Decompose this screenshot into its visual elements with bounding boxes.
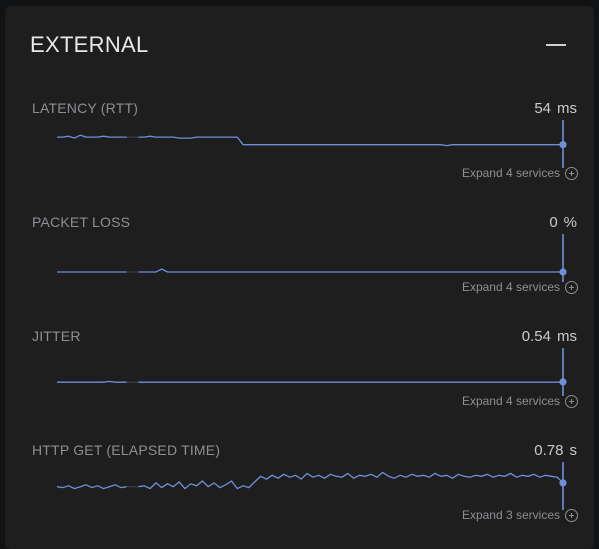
- expand-label: Expand 4 services: [461, 394, 560, 408]
- current-marker-dot: [559, 479, 567, 487]
- metric-http-get: HTTP GET (ELAPSED TIME) 0.78 s Expand 3 s…: [32, 442, 580, 542]
- expand-services-button[interactable]: Expand 3 services: [462, 506, 578, 524]
- expand-label: Expand 4 services: [461, 280, 560, 294]
- metric-number: 54: [534, 100, 551, 117]
- metric-value: 0.54 ms: [522, 328, 577, 345]
- sparkline-chart: [57, 348, 567, 396]
- metric-unit: s: [569, 442, 578, 459]
- plus-circle-icon: [565, 508, 578, 522]
- panel-header: EXTERNAL: [30, 32, 574, 62]
- sparkline-chart: [57, 234, 567, 282]
- metric-label: JITTER: [32, 328, 81, 344]
- sparkline-chart: [57, 120, 567, 168]
- series-line: [138, 135, 563, 147]
- series-line: [138, 471, 564, 490]
- metric-value: 0%: [549, 214, 577, 231]
- plus-circle-icon: [565, 394, 578, 408]
- series-line: [138, 268, 563, 273]
- minus-icon[interactable]: [546, 44, 566, 46]
- series-line: [56, 484, 127, 490]
- metric-unit: ms: [557, 328, 577, 345]
- metric-label: HTTP GET (ELAPSED TIME): [32, 442, 221, 458]
- metric-value: 54 ms: [534, 100, 577, 117]
- metric-latency: LATENCY (RTT) 54 ms Expand 4 services: [32, 100, 580, 200]
- metric-unit: ms: [557, 100, 577, 117]
- expand-services-button[interactable]: Expand 4 services: [462, 392, 578, 410]
- expand-label: Expand 4 services: [461, 166, 560, 180]
- metric-number: 0.78: [534, 442, 564, 459]
- sparkline-chart: [56, 462, 567, 510]
- metric-label: PACKET LOSS: [32, 214, 131, 230]
- expand-label: Expand 3 services: [461, 508, 560, 522]
- metric-jitter: JITTER 0.54 ms Expand 4 services: [32, 328, 580, 428]
- metric-label: LATENCY (RTT): [32, 100, 139, 116]
- panel-title: EXTERNAL: [30, 32, 149, 57]
- plus-circle-icon: [565, 280, 578, 294]
- expand-services-button[interactable]: Expand 4 services: [462, 164, 578, 182]
- series-line: [57, 380, 127, 383]
- metric-number: 0: [549, 214, 558, 231]
- current-marker-dot: [559, 378, 567, 386]
- metric-packet-loss: PACKET LOSS 0% Expand 4 services: [32, 214, 580, 314]
- expand-services-button[interactable]: Expand 4 services: [462, 278, 578, 296]
- metric-unit: %: [563, 214, 577, 231]
- metric-value: 0.78 s: [534, 442, 577, 459]
- series-line: [57, 134, 127, 139]
- metric-number: 0.54: [521, 328, 551, 345]
- external-panel: EXTERNAL LATENCY (RTT) 54 ms Expand 4 ser…: [5, 6, 594, 549]
- current-marker-dot: [559, 268, 567, 276]
- plus-circle-icon: [565, 166, 578, 180]
- current-marker-dot: [559, 141, 567, 149]
